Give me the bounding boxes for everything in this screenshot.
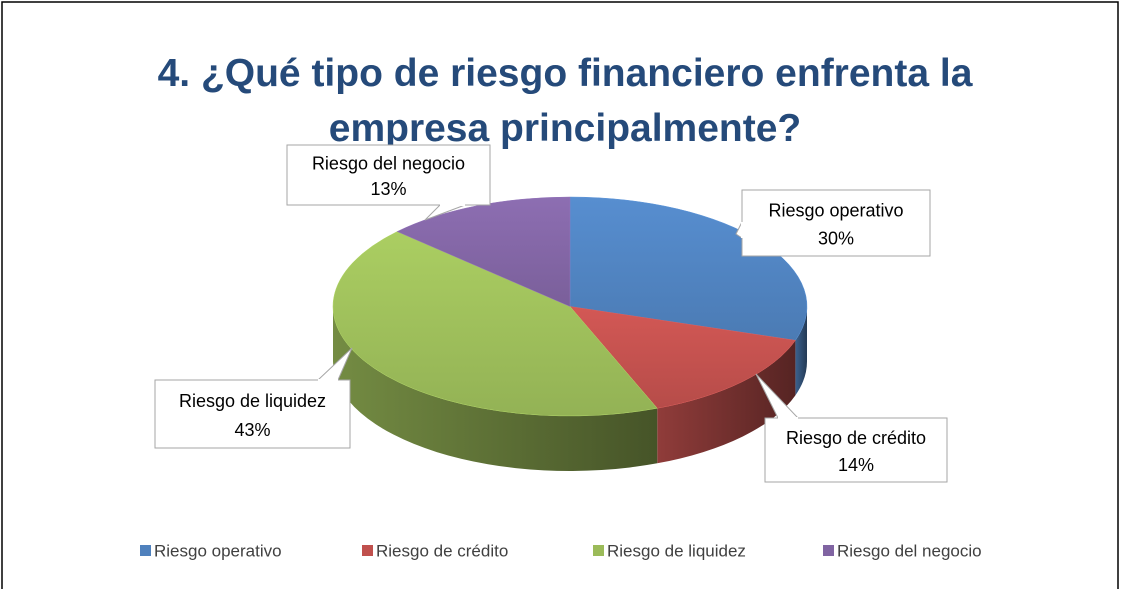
slice [569, 306, 796, 409]
legend-label: Riesgo del negocio [837, 541, 982, 560]
data-label-value: 43% [234, 420, 270, 440]
data-label-name: Riesgo del negocio [312, 154, 465, 174]
data-label: Riesgo del negocio 13% [286, 144, 491, 221]
slice [396, 196, 571, 307]
slice-side [333, 306, 658, 472]
title-box: 4. ¿Qué tipo de riesgo financiero enfren… [157, 52, 973, 150]
legend-label: Riesgo de crédito [376, 541, 508, 560]
slice-side [795, 306, 807, 396]
callout [154, 379, 351, 449]
legend-swatch [362, 545, 373, 556]
legend-swatch [823, 545, 834, 556]
data-label: Riesgo de liquidez 43% [154, 347, 353, 449]
slice-side [657, 340, 796, 464]
legend-swatch [593, 545, 604, 556]
data-label-name: Riesgo de liquidez [179, 391, 326, 411]
callout [764, 417, 948, 483]
data-label-value: 30% [818, 228, 854, 248]
legend-label: Riesgo de liquidez [607, 541, 746, 560]
legend-label: Riesgo operativo [154, 541, 282, 560]
data-label-name: Riesgo operativo [768, 201, 903, 221]
legend-swatch [140, 545, 151, 556]
slice [332, 231, 658, 417]
data-label-value: 14% [838, 455, 874, 475]
data-label: Riesgo de crédito 14% [755, 373, 948, 483]
callout [286, 144, 491, 206]
chart-title: 4. ¿Qué tipo de riesgo financiero enfren… [157, 52, 973, 150]
data-label: Riesgo operativo 30% [735, 189, 931, 257]
data-label-value: 13% [370, 179, 406, 199]
data-label-name: Riesgo de crédito [786, 428, 926, 448]
